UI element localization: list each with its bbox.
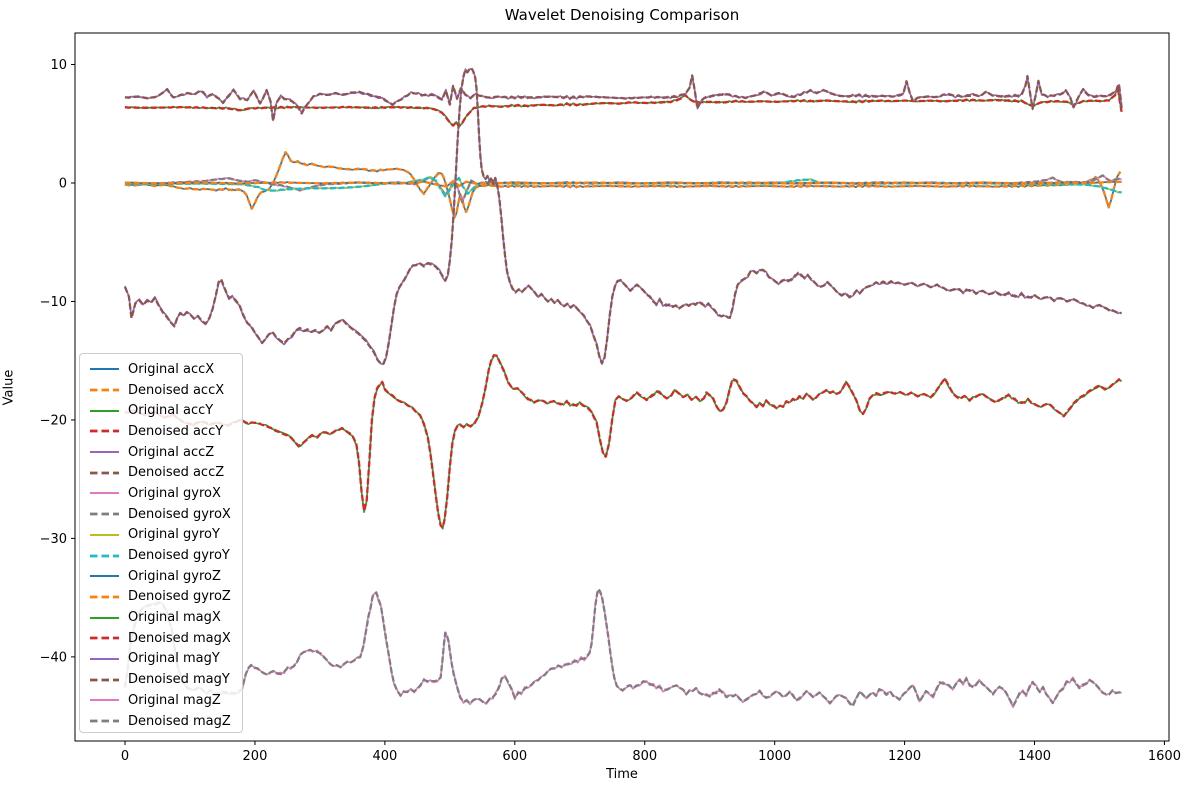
legend-dashed-line-sample xyxy=(90,719,119,723)
legend-label: Denoised magY xyxy=(128,672,230,688)
legend-item: Denoised gyroY xyxy=(89,545,242,566)
legend-item: Original magX xyxy=(89,607,242,628)
x-tick-label: 1000 xyxy=(758,749,791,764)
y-tick-label: −30 xyxy=(40,532,67,547)
legend-solid-line-sample xyxy=(90,699,119,702)
legend-label: Original accX xyxy=(128,361,215,377)
x-tick-label: 400 xyxy=(372,749,397,764)
legend-item: Denoised accZ xyxy=(89,462,242,483)
y-tick-label: 10 xyxy=(50,58,67,73)
legend-label: Original accZ xyxy=(128,444,215,460)
legend-label: Original gyroY xyxy=(128,527,220,543)
legend-item: Original accX xyxy=(89,359,242,380)
x-tick-label: 1600 xyxy=(1148,749,1181,764)
line-original-magX xyxy=(124,354,1123,530)
legend-dashed-line-sample xyxy=(90,430,119,433)
legend-item: Original magZ xyxy=(89,690,242,711)
legend-item: Original gyroX xyxy=(89,483,242,504)
legend-label: Denoised accX xyxy=(128,382,225,398)
legend-dashed-line-sample xyxy=(90,595,119,599)
x-tick-label: 600 xyxy=(502,749,527,764)
y-tick-label: −20 xyxy=(40,413,67,428)
line-denoised-accY xyxy=(124,85,1123,128)
legend-dashed-line-sample xyxy=(90,471,119,475)
line-denoised-accZ xyxy=(124,74,1123,123)
legend-label: Denoised gyroX xyxy=(128,506,231,522)
chart-title: Wavelet Denoising Comparison xyxy=(504,6,740,24)
legend-label: Original gyroX xyxy=(128,485,221,501)
legend-label: Original accY xyxy=(128,403,214,419)
legend-solid-line-sample xyxy=(90,616,119,619)
legend-label: Original gyroZ xyxy=(128,568,221,584)
legend-solid-line-sample xyxy=(90,368,119,371)
line-denoised-accX xyxy=(124,151,1122,219)
legend-solid-line-sample xyxy=(90,451,119,454)
line-original-accY xyxy=(124,85,1123,127)
x-tick-label: 200 xyxy=(243,749,268,764)
legend-label: Denoised accY xyxy=(128,423,224,439)
legend-item: Denoised gyroX xyxy=(89,504,242,525)
legend-item: Original accY xyxy=(89,400,242,421)
legend-dashed-line-sample xyxy=(90,554,119,557)
y-tick-label: −40 xyxy=(40,650,67,665)
legend-item: Original accZ xyxy=(89,442,242,463)
legend-solid-line-sample xyxy=(90,533,119,536)
legend-item: Denoised accX xyxy=(89,380,242,401)
legend-dashed-line-sample xyxy=(90,678,119,682)
line-denoised-magY xyxy=(123,66,1122,365)
x-tick-label: 1400 xyxy=(1018,749,1051,764)
y-tick-label: −10 xyxy=(40,295,67,310)
legend-solid-line-sample xyxy=(90,492,119,495)
x-tick-label: 1200 xyxy=(888,749,921,764)
legend-label: Denoised magX xyxy=(128,630,231,646)
legend-box: Original accX Denoised accX Original accY D… xyxy=(79,353,243,733)
x-axis-label: Time xyxy=(606,767,638,782)
axes-frame xyxy=(74,32,1170,742)
y-tick-label: 0 xyxy=(59,176,67,191)
legend-label: Denoised magZ xyxy=(128,713,231,729)
legend-item: Denoised accY xyxy=(89,421,242,442)
legend-solid-line-sample xyxy=(90,409,119,412)
legend-label: Original magX xyxy=(128,610,221,626)
x-tick-label: 800 xyxy=(632,749,657,764)
legend-item: Denoised magY xyxy=(89,669,242,690)
legend-item: Denoised magX xyxy=(89,628,242,649)
legend-item: Original magY xyxy=(89,649,242,670)
legend-label: Original magY xyxy=(128,651,220,667)
legend-dashed-line-sample xyxy=(90,388,119,392)
legend-item: Denoised gyroZ xyxy=(89,587,242,608)
line-denoised-magX xyxy=(124,354,1123,529)
legend-label: Denoised gyroY xyxy=(128,548,230,564)
x-tick-label: 0 xyxy=(121,749,129,764)
legend-label: Denoised accZ xyxy=(128,465,225,481)
legend-label: Original magZ xyxy=(128,692,221,708)
y-axis-label: Value xyxy=(1,369,17,406)
legend-solid-line-sample xyxy=(90,575,119,578)
series-group xyxy=(123,66,1123,709)
legend-label: Denoised gyroZ xyxy=(128,589,231,605)
legend-item: Denoised magZ xyxy=(89,711,242,732)
legend-dashed-line-sample xyxy=(90,512,119,516)
legend-solid-line-sample xyxy=(90,657,119,660)
line-denoised-magZ xyxy=(123,587,1123,708)
legend-item: Original gyroY xyxy=(89,525,242,546)
legend-item: Original gyroZ xyxy=(89,566,242,587)
line-denoised-gyroZ xyxy=(124,180,1122,188)
legend-dashed-line-sample xyxy=(90,636,119,640)
